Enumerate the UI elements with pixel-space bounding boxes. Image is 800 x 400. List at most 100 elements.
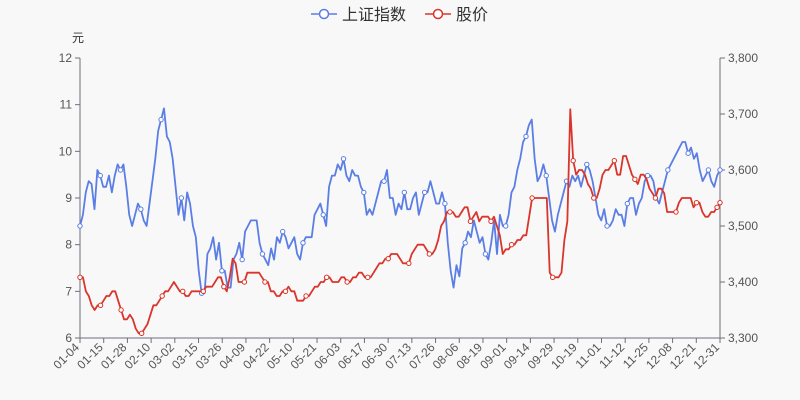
data-point-stock-price[interactable] bbox=[159, 293, 165, 299]
data-point-shanghai-index[interactable] bbox=[320, 212, 326, 218]
data-point-stock-price[interactable] bbox=[591, 195, 597, 201]
data-point-stock-price[interactable] bbox=[262, 279, 268, 285]
data-point-shanghai-index[interactable] bbox=[717, 167, 723, 173]
x-tick-label: 06-30 bbox=[359, 340, 391, 372]
x-tick-label: 05-21 bbox=[288, 340, 320, 372]
data-point-stock-price[interactable] bbox=[508, 241, 515, 248]
data-point-stock-price[interactable] bbox=[138, 330, 145, 337]
x-tick-label: 01-04 bbox=[51, 340, 83, 372]
data-point-shanghai-index[interactable] bbox=[178, 195, 185, 201]
data-point-stock-price[interactable] bbox=[570, 157, 576, 164]
data-point-stock-price[interactable] bbox=[447, 209, 453, 215]
data-point-shanghai-index[interactable] bbox=[300, 240, 306, 246]
x-tick-label: 01-15 bbox=[74, 340, 106, 372]
data-point-stock-price[interactable] bbox=[303, 293, 309, 299]
data-point-shanghai-index[interactable] bbox=[259, 251, 266, 257]
legend-item-stock-price[interactable]: 股价 bbox=[425, 5, 488, 24]
x-tick-label: 02-10 bbox=[122, 340, 154, 372]
data-point-stock-price[interactable] bbox=[221, 283, 227, 290]
x-tick-label: 06-17 bbox=[335, 340, 367, 372]
right-y-tick-label: 3,500 bbox=[728, 219, 758, 233]
left-y-tick-label: 8 bbox=[65, 238, 72, 252]
data-point-shanghai-index[interactable] bbox=[280, 228, 286, 235]
data-point-shanghai-index[interactable] bbox=[705, 167, 712, 173]
data-point-shanghai-index[interactable] bbox=[442, 200, 448, 207]
data-point-stock-price[interactable] bbox=[97, 302, 104, 309]
data-point-stock-price[interactable] bbox=[118, 307, 124, 313]
data-point-shanghai-index[interactable] bbox=[401, 189, 408, 196]
right-y-tick-label: 3,700 bbox=[728, 107, 758, 121]
data-point-stock-price[interactable] bbox=[549, 274, 556, 281]
data-point-shanghai-index[interactable] bbox=[381, 178, 387, 184]
data-point-shanghai-index[interactable] bbox=[117, 167, 124, 173]
data-point-shanghai-index[interactable] bbox=[462, 240, 468, 246]
data-point-shanghai-index[interactable] bbox=[482, 251, 489, 257]
data-point-stock-price[interactable] bbox=[323, 274, 330, 281]
data-point-shanghai-index[interactable] bbox=[503, 223, 509, 229]
data-point-shanghai-index[interactable] bbox=[685, 150, 691, 156]
data-point-stock-price[interactable] bbox=[344, 279, 350, 285]
axes: 6 7 8 9 10 11 12 3,300 3,400 3,500 3,600 3,700 3,800… bbox=[51, 51, 759, 372]
x-tick-label: 12-08 bbox=[643, 340, 675, 372]
data-point-stock-price[interactable] bbox=[693, 199, 700, 206]
x-tick-label: 03-26 bbox=[193, 340, 225, 372]
right-y-tick-label: 3,400 bbox=[728, 275, 758, 289]
data-point-shanghai-index[interactable] bbox=[523, 133, 529, 140]
data-point-shanghai-index[interactable] bbox=[644, 172, 651, 179]
data-point-shanghai-index[interactable] bbox=[138, 206, 144, 212]
data-point-shanghai-index[interactable] bbox=[543, 172, 549, 179]
data-point-shanghai-index[interactable] bbox=[624, 200, 631, 207]
data-point-stock-price[interactable] bbox=[180, 288, 186, 295]
x-tick-label: 09-14 bbox=[501, 340, 533, 372]
data-point-stock-price[interactable] bbox=[77, 274, 83, 281]
left-y-tick-label: 11 bbox=[60, 98, 73, 112]
x-tick-label: 11-01 bbox=[573, 340, 604, 371]
data-point-stock-price[interactable] bbox=[714, 204, 720, 211]
x-tick-label: 05-10 bbox=[264, 340, 296, 372]
data-point-stock-price[interactable] bbox=[365, 274, 371, 281]
data-point-shanghai-index[interactable] bbox=[340, 156, 347, 162]
data-point-stock-price[interactable] bbox=[282, 288, 289, 295]
data-point-shanghai-index[interactable] bbox=[239, 256, 245, 263]
legend-label-stock-price: 股价 bbox=[456, 5, 488, 24]
data-point-stock-price[interactable] bbox=[406, 260, 412, 267]
data-point-shanghai-index[interactable] bbox=[665, 167, 671, 173]
data-point-stock-price[interactable] bbox=[200, 288, 207, 295]
legend[interactable]: 上证指数 股价 bbox=[311, 5, 488, 24]
data-point-stock-price[interactable] bbox=[632, 176, 638, 183]
legend-swatch-dot-stock-price bbox=[432, 8, 444, 20]
x-tick-label: 09-01 bbox=[477, 340, 509, 372]
left-y-tick-label: 6 bbox=[65, 331, 72, 345]
data-point-stock-price[interactable] bbox=[385, 255, 391, 262]
data-point-stock-price[interactable] bbox=[673, 209, 679, 215]
left-y-tick-label: 10 bbox=[59, 144, 73, 158]
data-point-shanghai-index[interactable] bbox=[361, 189, 367, 196]
data-point-stock-price[interactable] bbox=[611, 157, 618, 164]
right-y-tick-label: 3,800 bbox=[728, 51, 758, 65]
data-point-stock-price[interactable] bbox=[652, 195, 659, 201]
x-tick-label: 11-12 bbox=[596, 340, 627, 371]
data-point-stock-price[interactable] bbox=[488, 218, 494, 225]
legend-item-shanghai-index[interactable]: 上证指数 bbox=[311, 5, 406, 24]
x-tick-label: 01-28 bbox=[98, 340, 130, 372]
data-point-shanghai-index[interactable] bbox=[584, 161, 590, 168]
data-point-shanghai-index[interactable] bbox=[604, 223, 610, 229]
left-y-tick-label: 9 bbox=[65, 191, 72, 205]
data-point-shanghai-index[interactable] bbox=[77, 223, 83, 229]
x-tick-label: 07-26 bbox=[406, 340, 438, 372]
data-point-shanghai-index[interactable] bbox=[421, 189, 428, 196]
data-point-stock-price[interactable] bbox=[241, 279, 248, 285]
left-y-tick-label: 7 bbox=[65, 284, 72, 298]
data-point-stock-price[interactable] bbox=[426, 251, 433, 257]
data-point-stock-price[interactable] bbox=[467, 218, 474, 225]
x-tick-label: 04-22 bbox=[240, 340, 272, 372]
data-point-stock-price[interactable] bbox=[717, 199, 723, 206]
x-tick-label: 08-06 bbox=[430, 340, 462, 372]
x-tick-label: 03-02 bbox=[145, 340, 177, 372]
data-point-shanghai-index[interactable] bbox=[219, 268, 225, 274]
data-point-shanghai-index[interactable] bbox=[158, 116, 164, 123]
data-point-stock-price[interactable] bbox=[529, 195, 535, 201]
legend-swatch-dot-shanghai-index bbox=[318, 8, 330, 20]
data-point-shanghai-index[interactable] bbox=[97, 172, 103, 179]
